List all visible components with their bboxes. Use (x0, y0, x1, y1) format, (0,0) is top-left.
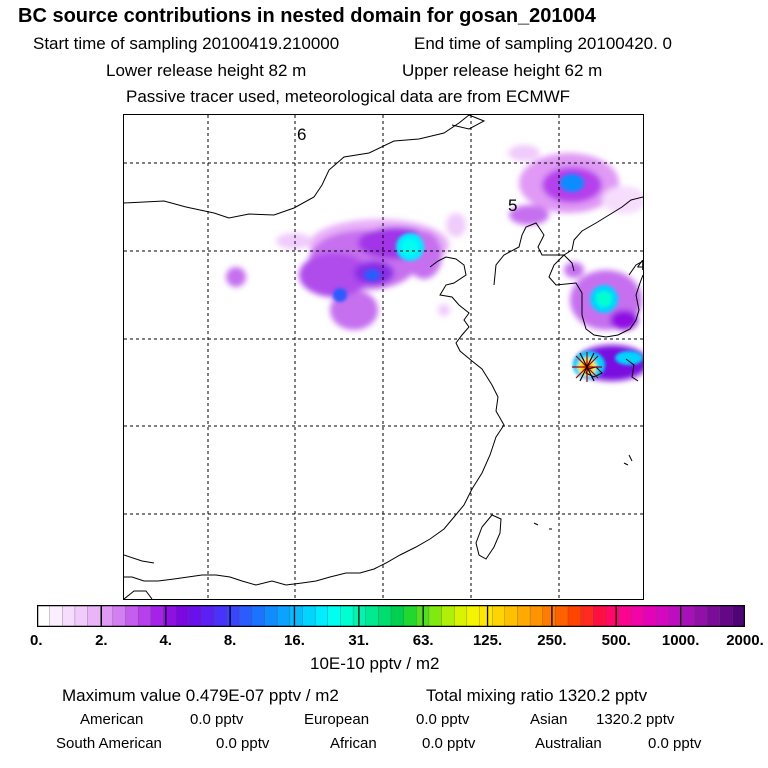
colorbar-cell (188, 605, 203, 627)
plume-layer (226, 145, 643, 381)
colorbar-cell (137, 605, 152, 627)
colorbar-cell (352, 605, 367, 627)
colorbar-cell (504, 605, 519, 627)
colorbar-cell (390, 605, 405, 627)
colorbar-cell (74, 605, 89, 627)
colorbar-tick-label: 1000. (661, 632, 700, 649)
region-value: 1320.2 pptv (596, 711, 675, 728)
coastline-layer (124, 115, 643, 599)
map-panel: 6 5 4 (123, 114, 644, 600)
region-name: American (80, 711, 144, 728)
region-name: Asian (530, 711, 568, 728)
colorbar-tick-label: 63. (412, 632, 434, 649)
colorbar-cell (681, 605, 696, 627)
colorbar-tick-label: 2000. (726, 632, 764, 649)
map-canvas: 6 5 4 (124, 115, 643, 599)
colorbar-cell (378, 605, 392, 627)
colorbar-cell (454, 605, 468, 627)
colorbar-cell (314, 605, 329, 627)
colorbar-cell (277, 605, 291, 627)
colorbar-cell (732, 605, 745, 627)
tracer-note-text: Passive tracer used, meteorological data… (126, 87, 571, 106)
total-mixing-ratio-text: Total mixing ratio 1320.2 pptv (426, 686, 648, 705)
colorbar-cell (175, 605, 190, 627)
colorbar-tick-label: 8. (223, 632, 237, 649)
colorbar-cell (466, 605, 481, 627)
colorbar-cell (517, 605, 531, 627)
region-name: European (304, 711, 370, 728)
colorbar-cell (719, 605, 734, 627)
colorbar-cell (643, 605, 658, 627)
colorbar-cell (491, 605, 506, 627)
colorbar-cell (201, 605, 215, 627)
region-value: 0.0 pptv (648, 735, 702, 752)
colorbar-cell (340, 605, 354, 627)
colorbar-cell (302, 605, 316, 627)
colorbar-cell (62, 605, 76, 627)
colorbar-units: 10E-10 pptv / m2 (310, 654, 440, 673)
receptor-star-icon (572, 352, 602, 382)
upper-release-text: Upper release height 62 m (402, 61, 603, 80)
colorbar-cell (529, 605, 544, 627)
colorbar-cell (365, 605, 380, 627)
colorbar-tick-label: 16. (284, 632, 305, 649)
colorbar-cell (37, 605, 51, 627)
colorbar-cell (239, 605, 253, 627)
colorbar-cell (226, 605, 241, 627)
colorbar (37, 605, 745, 627)
colorbar-tick-label: 125. (472, 632, 503, 649)
map-label-6: 6 (297, 125, 306, 144)
colorbar-tick-label: 250. (537, 632, 567, 649)
colorbar-cell (441, 605, 455, 627)
colorbar-cell (251, 605, 266, 627)
colorbar-cell (631, 605, 645, 627)
colorbar-tick-label: 31. (348, 632, 370, 649)
maximum-value-text: Maximum value 0.479E-07 pptv / m2 (62, 686, 339, 705)
colorbar-cell (87, 605, 101, 627)
colorbar-cell (289, 605, 304, 627)
colorbar-cell (618, 605, 632, 627)
colorbar-cell (428, 605, 443, 627)
lower-release-text: Lower release height 82 m (106, 61, 307, 80)
colorbar-cell (49, 605, 64, 627)
colorbar-cell (555, 605, 569, 627)
region-name: African (330, 735, 377, 752)
colorbar-cell (479, 605, 493, 627)
colorbar-cell (656, 605, 670, 627)
region-value: 0.0 pptv (422, 735, 476, 752)
colorbar-tick-label: 2. (95, 632, 108, 649)
colorbar-cell (580, 605, 595, 627)
colorbar-cell (706, 605, 721, 627)
region-value: 0.0 pptv (416, 711, 470, 728)
map-label-4: 4 (637, 257, 643, 274)
colorbar-cell (100, 605, 114, 627)
grid-layer (124, 115, 643, 599)
end-time-text: End time of sampling 20100420. 0 (414, 34, 673, 53)
page-title: BC source contributions in nested domain… (18, 5, 596, 27)
region-name: Australian (535, 735, 602, 752)
colorbar-cell (403, 605, 418, 627)
colorbar-cell (542, 605, 557, 627)
map-label-5: 5 (508, 196, 517, 215)
colorbar-cell (213, 605, 228, 627)
start-time-text: Start time of sampling 20100419.210000 (33, 34, 340, 53)
colorbar-cell (694, 605, 708, 627)
colorbar-cell (327, 605, 342, 627)
colorbar-cell (567, 605, 582, 627)
colorbar-tick-label: 0. (30, 632, 43, 649)
colorbar-cell (605, 605, 620, 627)
colorbar-cell (150, 605, 165, 627)
colorbar-tick-label: 4. (159, 632, 172, 649)
colorbar-cell (112, 605, 127, 627)
colorbar-cell (593, 605, 607, 627)
colorbar-tick-label: 500. (601, 632, 631, 649)
region-value: 0.0 pptv (190, 711, 244, 728)
colorbar-cell (125, 605, 139, 627)
colorbar-cell (264, 605, 278, 627)
region-value: 0.0 pptv (216, 735, 270, 752)
region-name: South American (56, 735, 162, 752)
